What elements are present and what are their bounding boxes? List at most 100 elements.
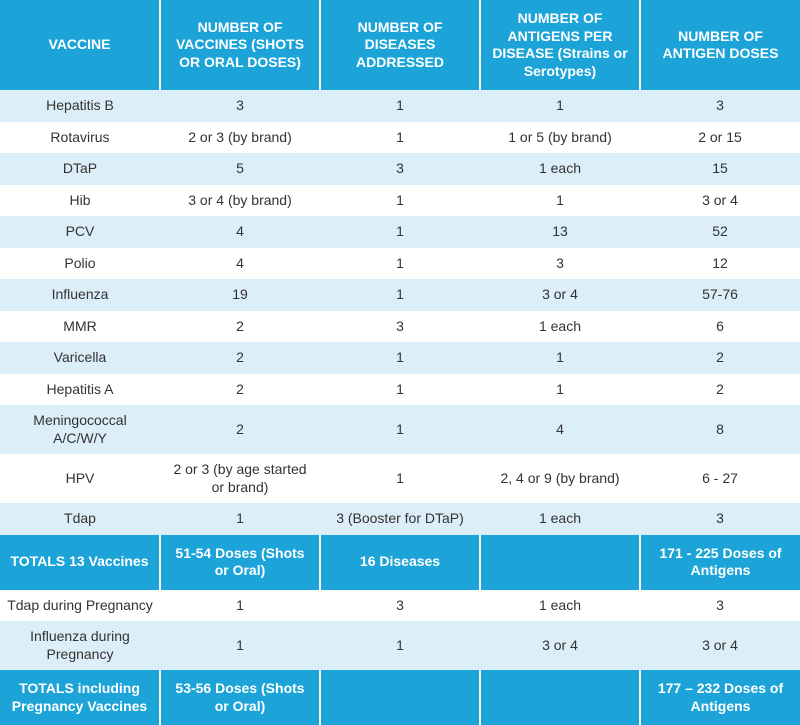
table-cell: 3 or 4 (480, 279, 640, 311)
table-body-pregnancy: Tdap during Pregnancy131 each3Influenza … (0, 590, 800, 671)
table-cell: 1 (320, 374, 480, 406)
totals-row-2: TOTALS including Pregnancy Vaccines53-56… (0, 670, 800, 725)
table-cell: 2 or 15 (640, 122, 800, 154)
table-row: Influenza during Pregnancy113 or 43 or 4 (0, 621, 800, 670)
totals-cell-1: 53-56 Doses (Shots or Oral) (160, 670, 320, 725)
table-cell: 3 (640, 590, 800, 622)
column-header-4: NUMBER OF ANTIGEN DOSES (640, 0, 800, 90)
table-cell: 3 (640, 90, 800, 122)
table-row: DTaP531 each15 (0, 153, 800, 185)
table-cell: Hib (0, 185, 160, 217)
table-cell: 52 (640, 216, 800, 248)
table-row: Hepatitis B3113 (0, 90, 800, 122)
table-cell: 19 (160, 279, 320, 311)
table-cell: 3 (320, 590, 480, 622)
table-cell: 1 (320, 342, 480, 374)
table-cell: 1 (160, 503, 320, 535)
table-cell: 1 (320, 279, 480, 311)
table-cell: 5 (160, 153, 320, 185)
vaccine-table: VACCINENUMBER OF VACCINES (SHOTS OR ORAL… (0, 0, 800, 725)
table-cell: HPV (0, 454, 160, 503)
table-cell: 3 or 4 (480, 621, 640, 670)
table-cell: Hepatitis A (0, 374, 160, 406)
table-cell: 3 (320, 311, 480, 343)
column-header-2: NUMBER OF DISEASES ADDRESSED (320, 0, 480, 90)
column-header-1: NUMBER OF VACCINES (SHOTS OR ORAL DOSES) (160, 0, 320, 90)
table-cell: 1 (320, 405, 480, 454)
totals-cell-2: 16 Diseases (320, 535, 480, 590)
table-cell: 3 (Booster for DTaP) (320, 503, 480, 535)
table-row: Tdap13 (Booster for DTaP)1 each3 (0, 503, 800, 535)
table-row: HPV2 or 3 (by age started or brand)12, 4… (0, 454, 800, 503)
table-cell: Varicella (0, 342, 160, 374)
table-cell: 3 (160, 90, 320, 122)
table-row: Varicella2112 (0, 342, 800, 374)
totals-cell-4: 177 – 232 Doses of Antigens (640, 670, 800, 725)
table-cell: 3 or 4 (640, 621, 800, 670)
table-cell: 3 (320, 153, 480, 185)
table-cell: 4 (160, 248, 320, 280)
table-cell: Tdap (0, 503, 160, 535)
totals-row-1: TOTALS 13 Vaccines51-54 Doses (Shots or … (0, 535, 800, 590)
table-cell: 2 or 3 (by age started or brand) (160, 454, 320, 503)
table-cell: Rotavirus (0, 122, 160, 154)
table-cell: 1 (320, 621, 480, 670)
table-cell: 13 (480, 216, 640, 248)
table-cell: DTaP (0, 153, 160, 185)
table-cell: 2 (160, 311, 320, 343)
table-cell: 2 (160, 405, 320, 454)
table-cell: 3 (640, 503, 800, 535)
table-cell: 4 (480, 405, 640, 454)
table-header: VACCINENUMBER OF VACCINES (SHOTS OR ORAL… (0, 0, 800, 90)
table-row: Influenza1913 or 457-76 (0, 279, 800, 311)
table-cell: 2 (640, 374, 800, 406)
table-cell: 15 (640, 153, 800, 185)
table-cell: 1 (160, 590, 320, 622)
totals-cell-0: TOTALS including Pregnancy Vaccines (0, 670, 160, 725)
column-header-0: VACCINE (0, 0, 160, 90)
table-cell: 2 (160, 374, 320, 406)
column-header-3: NUMBER OF ANTIGENS PER DISEASE (Strains … (480, 0, 640, 90)
table-cell: 1 (480, 185, 640, 217)
table-cell: 2 or 3 (by brand) (160, 122, 320, 154)
table-cell: 1 (480, 90, 640, 122)
table-cell: 1 (320, 248, 480, 280)
table-cell: 57-76 (640, 279, 800, 311)
table-cell: 1 (320, 185, 480, 217)
table-cell: MMR (0, 311, 160, 343)
table-row: PCV411352 (0, 216, 800, 248)
table-cell: 1 (480, 342, 640, 374)
table-cell: 1 (320, 216, 480, 248)
table-cell: 4 (160, 216, 320, 248)
table-cell: 1 each (480, 311, 640, 343)
table-cell: 1 or 5 (by brand) (480, 122, 640, 154)
table-cell: 1 (160, 621, 320, 670)
table-cell: Influenza (0, 279, 160, 311)
table-cell: 1 each (480, 503, 640, 535)
totals-cell-0: TOTALS 13 Vaccines (0, 535, 160, 590)
table-cell: Hepatitis B (0, 90, 160, 122)
table-cell: 1 (480, 374, 640, 406)
table-cell: 6 - 27 (640, 454, 800, 503)
table-cell: Polio (0, 248, 160, 280)
table-cell: 1 each (480, 153, 640, 185)
totals-cell-3 (480, 670, 640, 725)
table-cell: 1 (320, 90, 480, 122)
table-cell: 1 (320, 454, 480, 503)
table-cell: 3 or 4 (640, 185, 800, 217)
table-cell: Tdap during Pregnancy (0, 590, 160, 622)
table-cell: 8 (640, 405, 800, 454)
table-row: Rotavirus2 or 3 (by brand)11 or 5 (by br… (0, 122, 800, 154)
table-row: Polio41312 (0, 248, 800, 280)
table-cell: 2, 4 or 9 (by brand) (480, 454, 640, 503)
table-cell: 3 or 4 (by brand) (160, 185, 320, 217)
table-cell: 12 (640, 248, 800, 280)
table-body-main: Hepatitis B3113Rotavirus2 or 3 (by brand… (0, 90, 800, 535)
table-cell: 2 (640, 342, 800, 374)
table-cell: Meningococcal A/C/W/Y (0, 405, 160, 454)
totals-cell-2 (320, 670, 480, 725)
table-row: Hib3 or 4 (by brand)113 or 4 (0, 185, 800, 217)
totals-cell-3 (480, 535, 640, 590)
table-row: MMR231 each6 (0, 311, 800, 343)
table-row: Tdap during Pregnancy131 each3 (0, 590, 800, 622)
